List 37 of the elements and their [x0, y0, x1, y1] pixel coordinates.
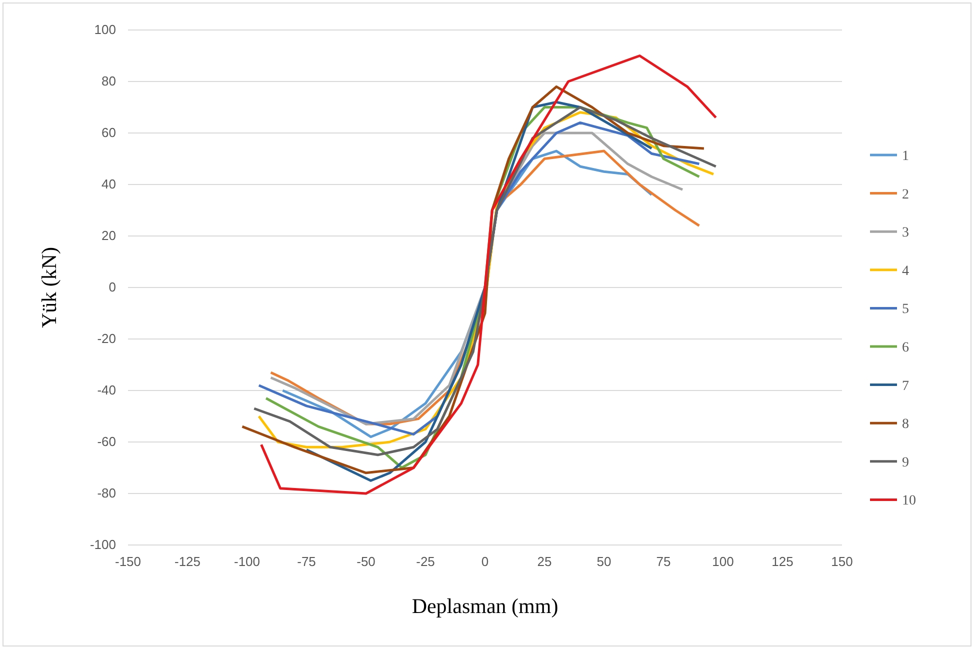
- y-tick-label: -80: [97, 486, 116, 501]
- legend-label: 2: [902, 187, 909, 202]
- x-tick-label: 25: [537, 554, 552, 570]
- x-tick-label: -150: [114, 554, 142, 570]
- y-tick-label: 20: [102, 228, 116, 244]
- x-axis-title: Deplasman (mm): [412, 594, 558, 618]
- legend-label: 5: [902, 302, 909, 318]
- legend-label: 3: [902, 226, 909, 241]
- legend-label: 4: [902, 264, 909, 279]
- legend-label: 1: [902, 149, 909, 164]
- y-axis-title: Yük (kN): [37, 246, 61, 328]
- y-tick-label: 40: [102, 176, 116, 192]
- x-tick-label: -100: [234, 554, 260, 570]
- x-tick-label: -25: [416, 554, 435, 570]
- legend-label: 9: [902, 455, 909, 470]
- legend-label: 6: [902, 340, 909, 356]
- x-tick-label: 150: [831, 554, 853, 570]
- x-tick-label: -125: [174, 554, 201, 570]
- x-tick-label: 75: [656, 554, 671, 570]
- x-tick-label: 100: [712, 554, 734, 570]
- x-tick-label: 0: [481, 554, 489, 570]
- y-tick-label: -20: [97, 331, 116, 346]
- x-tick-label: 125: [772, 554, 794, 570]
- x-tick-label: -50: [356, 554, 376, 570]
- x-tick-label: 50: [596, 554, 612, 570]
- x-tick-label: -75: [297, 554, 316, 570]
- legend-label: 8: [902, 417, 909, 432]
- y-tick-label: -60: [97, 434, 116, 450]
- y-tick-label: 0: [108, 280, 116, 295]
- y-tick-label: 100: [94, 22, 116, 38]
- y-tick-label: -100: [90, 537, 116, 552]
- legend-label: 10: [902, 494, 916, 509]
- legend-label: 7: [902, 378, 909, 394]
- y-tick-label: 80: [102, 74, 116, 89]
- y-tick-label: -40: [97, 382, 116, 398]
- y-tick-label: 60: [102, 125, 116, 140]
- line-series: [260, 54, 718, 495]
